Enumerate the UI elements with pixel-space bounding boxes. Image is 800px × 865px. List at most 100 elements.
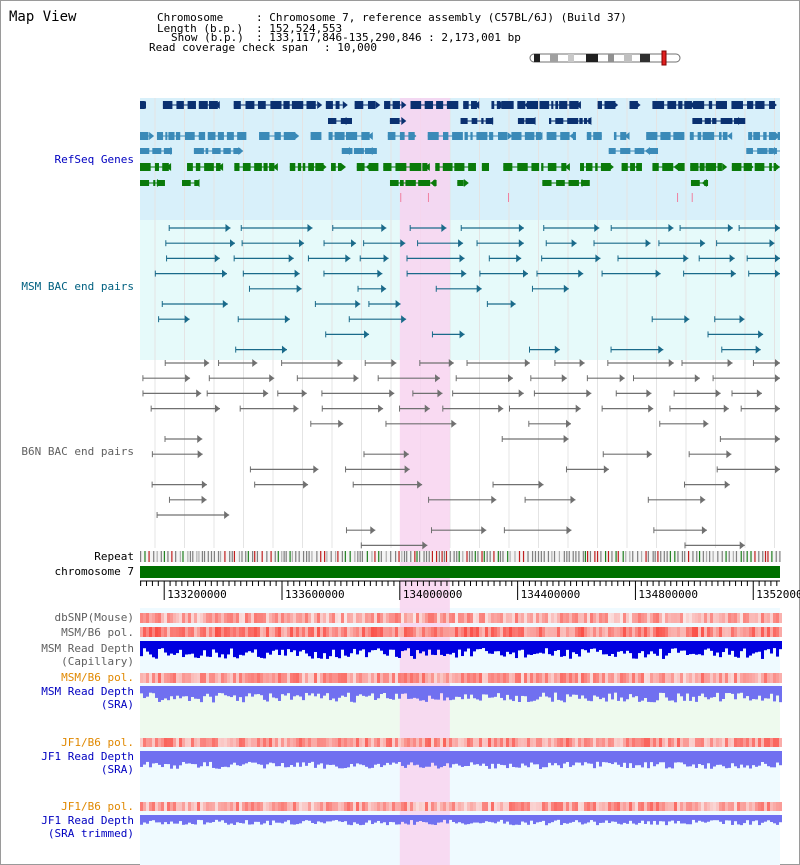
gene-arrow [194,179,200,187]
jf1-sra-depth-bar [614,751,617,763]
msm-bac-pair-arrow [775,269,780,278]
msm-sra-depth-bar [407,686,410,699]
gene-exon [328,118,337,124]
b6n-bac-pair-arrow [391,359,397,367]
dbsnp-cell [176,613,179,623]
jf1-pol-2-cell [167,802,170,811]
msm-pol-cell [596,627,599,637]
msm-pol-2-cell [248,673,251,683]
gene-arrow [342,101,348,109]
msm-pol-2-cell [695,673,698,683]
gene-exon [634,148,645,154]
msm-pol-cell [575,627,578,637]
dbsnp-cell [668,613,671,623]
track-label-refseq[interactable]: RefSeq Genes [54,153,134,166]
dbsnp-cell [731,613,734,623]
msm-sra-depth-bar [365,686,368,697]
msm-sra-depth-bar [164,686,167,699]
jf1-trimmed-depth-bar [605,815,608,821]
jf1-pol-cell [350,738,353,747]
jf1-pol-2-cell [434,802,437,811]
dbsnp-cell [773,613,776,623]
msm-capillary-depth-bar [635,641,638,659]
track-label-msm-bac[interactable]: MSM BAC end pairs [21,280,134,293]
track-label-b6n-bac[interactable]: B6N BAC end pairs [21,445,134,458]
msm-sra-depth-bar [173,686,176,700]
jf1-pol-cell [737,738,740,747]
msm-sra-depth-bar [233,686,236,696]
repeat-element [572,551,574,562]
jf1-pol-cell [341,738,344,747]
jf1-pol-cell [179,738,182,747]
jf1-pol-cell [659,738,662,747]
msm-sra-depth-bar [197,686,200,699]
dbsnp-cell [302,613,305,623]
jf1-pol-cell [152,738,155,747]
gene-exon [223,148,231,154]
jf1-pol-cell [731,738,734,747]
chromosome-ideogram[interactable] [528,50,688,66]
msm-sra-depth-bar [413,686,416,698]
jf1-pol-cell [479,738,482,747]
dbsnp-cell [245,613,248,623]
track-label-msm-pol-1[interactable]: MSM/B6 pol. [61,626,134,639]
dbsnp-cell [515,613,518,623]
msm-capillary-depth-bar [293,641,296,651]
dbsnp-cell [626,613,629,623]
jf1-pol-2-cell [737,802,740,811]
track-label-jf1-depth-trimmed[interactable]: JF1 Read Depth [41,814,134,827]
axis-tick-label: 134400000 [521,588,581,601]
track-label-msm-depth-sra[interactable]: MSM Read Depth [41,685,134,698]
dbsnp-cell [725,613,728,623]
dbsnp-cell [188,613,191,623]
track-label-jf1-pol-1[interactable]: JF1/B6 pol. [61,736,134,749]
dbsnp-cell [437,613,440,623]
gene-exon [559,101,568,109]
msm-sra-depth-bar [581,686,584,696]
msm-capillary-depth-bar [365,641,368,658]
jf1-sra-depth-bar [512,751,515,767]
dbsnp-cell [164,613,167,623]
jf1-pol-cell [506,738,509,747]
msm-pol-cell [344,627,347,637]
msm-bac-pair-arrow [395,300,401,308]
msm-pol-cell [305,627,308,637]
msm-pol-cell [356,627,359,637]
track-label-jf1-depth-sra[interactable]: JF1 Read Depth [41,750,134,763]
b6n-bac-pair-arrow [263,389,269,398]
jf1-sra-depth-bar [674,751,677,763]
jf1-pol-cell [713,738,716,747]
track-label-chromosome: chromosome 7 [54,565,134,578]
msm-pol-cell [338,627,341,637]
msm-sra-depth-bar [527,686,530,702]
repeat-element [266,551,268,562]
msm-bac-pair-arrow [775,224,780,232]
track-label-msm-depth-capillary[interactable]: MSM Read Depth [41,642,134,655]
msm-pol-cell [410,627,413,637]
msm-pol-cell [497,627,500,637]
dbsnp-cell [215,613,218,623]
track-label-repeat[interactable]: Repeat [94,550,134,563]
track-label-msm-pol-2[interactable]: MSM/B6 pol. [61,671,134,684]
dbsnp-cell [482,613,485,623]
gene-exon [701,101,705,109]
jf1-pol-cell [698,738,701,747]
msm-pol-cell [485,627,488,637]
dbsnp-cell [602,613,605,623]
track-label-jf1-pol-2[interactable]: JF1/B6 pol. [61,800,134,813]
dbsnp-cell [191,613,194,623]
jf1-pol-cell [236,738,239,747]
jf1-sra-depth-bar [422,751,425,768]
dbsnp-cell [548,613,551,623]
gene-exon [773,163,777,171]
gene-exon [193,148,204,154]
repeat-track [140,551,781,562]
jf1-sra-depth-bar [755,751,758,767]
jf1-pol-cell [755,738,758,747]
msm-sra-depth-bar [380,686,383,695]
dbsnp-cell [524,613,527,623]
track-label-dbsnp[interactable]: dbSNP(Mouse) [54,611,134,624]
jf1-trimmed-depth-bar [443,815,446,820]
gene-exon [181,180,191,186]
